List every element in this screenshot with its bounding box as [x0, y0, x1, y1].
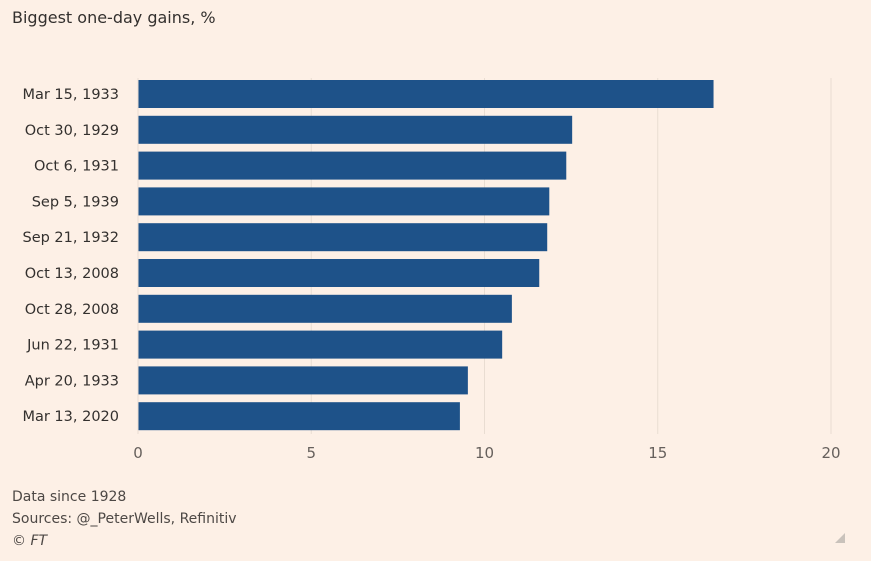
bar	[138, 259, 540, 287]
y-category-label: Oct 28, 2008	[25, 302, 119, 318]
chart-title: Biggest one-day gains, %	[12, 8, 216, 27]
y-category-label: Sep 5, 1939	[32, 194, 119, 210]
y-category-label: Mar 15, 1933	[22, 87, 119, 103]
note-copyright: © FT	[12, 533, 48, 549]
bar	[138, 223, 548, 252]
y-category-label: Jun 22, 1931	[26, 338, 119, 354]
bar	[138, 187, 550, 216]
x-tick-label: 0	[133, 444, 143, 462]
note-sources: Sources: @_PeterWells, Refinitiv	[12, 511, 237, 527]
resize-handle-icon[interactable]	[835, 533, 845, 543]
bar	[138, 80, 714, 108]
y-category-label: Apr 20, 1933	[25, 373, 119, 389]
bar	[138, 294, 512, 323]
y-category-label: Sep 21, 1932	[22, 230, 119, 246]
x-tick-label: 20	[821, 444, 840, 462]
bar	[138, 402, 460, 431]
y-category-label: Oct 13, 2008	[25, 266, 119, 282]
bar	[138, 366, 468, 395]
bar	[138, 330, 503, 359]
bar	[138, 151, 567, 180]
y-category-label: Oct 30, 1929	[25, 123, 119, 139]
x-tick-label: 5	[306, 444, 316, 462]
x-tick-label: 10	[475, 444, 494, 462]
x-tick-label: 15	[648, 444, 667, 462]
y-category-label: Mar 13, 2020	[22, 409, 119, 425]
bar	[138, 115, 573, 144]
note-data-since: Data since 1928	[12, 489, 127, 505]
y-category-label: Oct 6, 1931	[34, 159, 119, 175]
